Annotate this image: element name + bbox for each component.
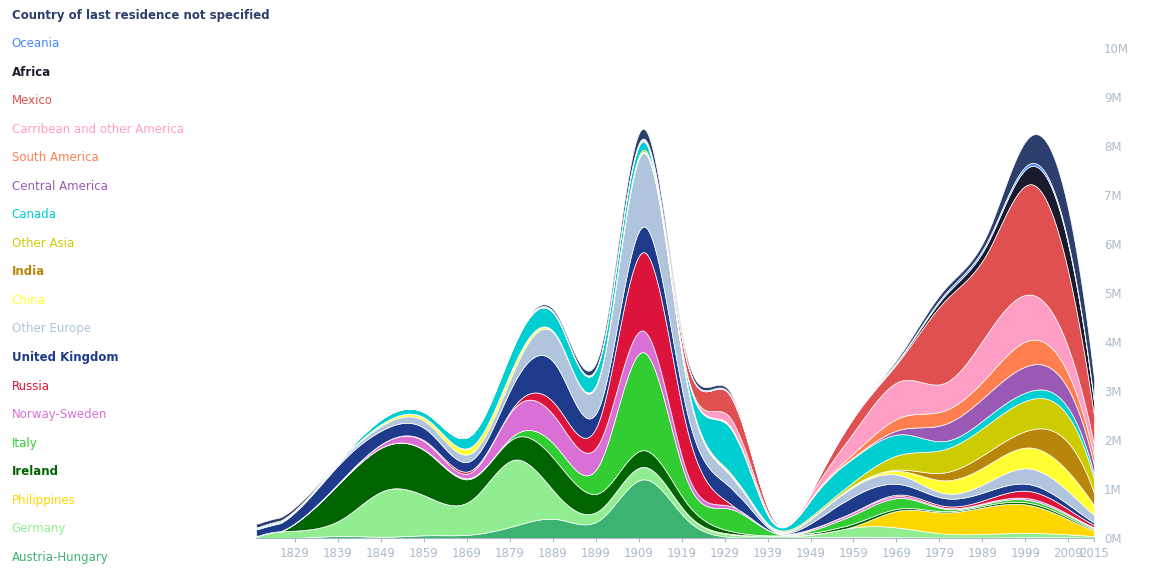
Text: United Kingdom: United Kingdom: [12, 351, 118, 364]
Text: Canada: Canada: [12, 208, 57, 221]
Text: India: India: [12, 266, 44, 278]
Text: China: China: [12, 294, 45, 307]
Text: Philippines: Philippines: [12, 494, 76, 507]
Text: Mexico: Mexico: [12, 94, 52, 107]
Text: Other Europe: Other Europe: [12, 322, 91, 335]
Text: Africa: Africa: [12, 66, 51, 79]
Text: Austria-Hungary: Austria-Hungary: [12, 550, 108, 563]
Text: Russia: Russia: [12, 380, 50, 393]
Text: Italy: Italy: [12, 436, 37, 449]
Text: Country of last residence not specified: Country of last residence not specified: [12, 9, 269, 22]
Text: Central America: Central America: [12, 180, 107, 193]
Text: South America: South America: [12, 152, 99, 164]
Text: Carribean and other America: Carribean and other America: [12, 123, 184, 136]
Text: Ireland: Ireland: [12, 465, 58, 478]
Text: Germany: Germany: [12, 522, 66, 535]
Text: Other Asia: Other Asia: [12, 237, 73, 250]
Text: Norway-Sweden: Norway-Sweden: [12, 408, 107, 421]
Text: Oceania: Oceania: [12, 37, 59, 50]
